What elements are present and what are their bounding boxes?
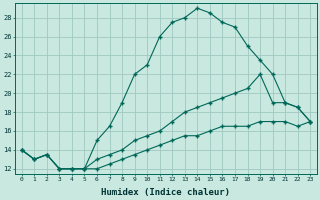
X-axis label: Humidex (Indice chaleur): Humidex (Indice chaleur) xyxy=(101,188,230,197)
